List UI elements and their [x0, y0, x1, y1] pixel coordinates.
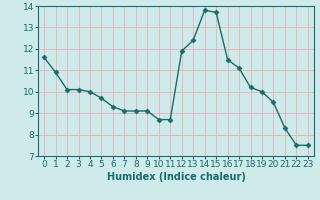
X-axis label: Humidex (Indice chaleur): Humidex (Indice chaleur) — [107, 172, 245, 182]
